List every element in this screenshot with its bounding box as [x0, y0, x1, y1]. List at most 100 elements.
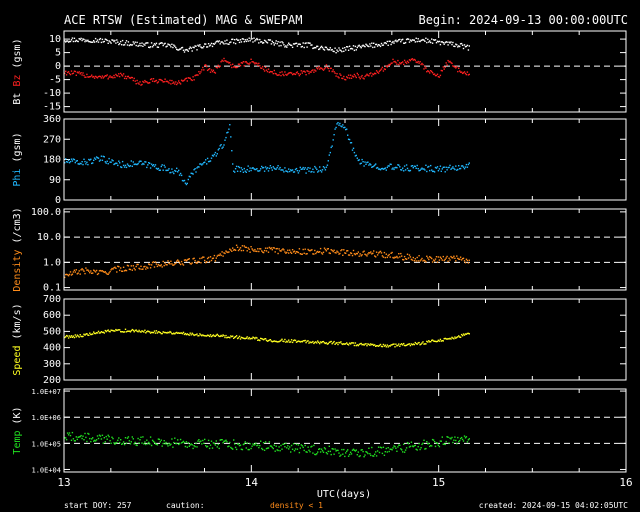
data-point: [64, 336, 66, 339]
data-point: [301, 341, 303, 343]
data-point: [271, 341, 273, 343]
data-point: [180, 79, 183, 81]
data-point: [246, 442, 248, 444]
data-point: [378, 451, 381, 454]
data-point: [464, 46, 467, 48]
data-point: [448, 257, 450, 259]
data-point: [467, 163, 470, 166]
data-point: [183, 259, 186, 261]
data-point: [90, 333, 92, 336]
data-point: [455, 439, 457, 442]
data-point: [331, 448, 333, 450]
data-point: [145, 161, 147, 163]
data-point: [397, 446, 399, 448]
data-point: [255, 39, 257, 41]
data-point: [347, 455, 350, 457]
data-point: [372, 252, 374, 254]
data-point: [309, 71, 311, 73]
data-point: [431, 261, 434, 263]
data-point: [114, 443, 116, 445]
data-point: [254, 40, 256, 42]
data-point: [252, 41, 254, 43]
data-point: [391, 344, 393, 346]
data-point: [343, 75, 345, 78]
data-point: [467, 262, 470, 264]
data-point: [434, 74, 437, 77]
data-point: [380, 168, 383, 170]
data-point: [121, 443, 123, 445]
data-point: [354, 450, 357, 452]
data-point: [133, 331, 135, 333]
data-point: [364, 75, 366, 78]
data-point: [203, 256, 205, 258]
data-point: [112, 268, 114, 270]
data-point: [161, 332, 163, 335]
data-point: [235, 165, 238, 168]
data-point: [352, 76, 355, 78]
data-point: [428, 442, 430, 445]
data-point: [208, 45, 211, 47]
data-point: [189, 46, 191, 48]
data-point: [363, 344, 365, 346]
data-point: [266, 167, 269, 169]
data-point: [91, 74, 93, 76]
data-point: [339, 252, 341, 255]
data-point: [460, 71, 463, 73]
data-point: [260, 337, 262, 340]
data-point: [83, 439, 85, 441]
data-point: [313, 47, 315, 49]
data-point: [300, 168, 302, 170]
data-point: [319, 48, 321, 50]
data-point: [350, 77, 353, 79]
data-point: [99, 159, 102, 161]
data-point: [418, 170, 420, 172]
data-point: [146, 439, 148, 441]
data-point: [393, 61, 395, 63]
data-point: [110, 42, 112, 44]
data-point: [447, 338, 449, 340]
data-point: [259, 65, 261, 67]
data-point: [211, 447, 214, 449]
data-point: [266, 42, 269, 44]
data-point: [424, 260, 426, 262]
data-point: [197, 440, 199, 442]
data-point: [288, 252, 290, 254]
data-point: [79, 435, 81, 438]
data-point: [236, 337, 239, 340]
data-point: [120, 166, 122, 168]
data-point: [214, 444, 217, 446]
data-point: [95, 332, 98, 334]
data-point: [412, 59, 414, 61]
data-point: [326, 453, 329, 455]
data-point: [185, 77, 188, 79]
data-point: [195, 171, 197, 173]
data-point: [352, 342, 355, 344]
data-point: [404, 258, 407, 260]
data-point: [262, 68, 265, 71]
data-point: [366, 345, 368, 347]
data-point: [209, 444, 212, 446]
data-point: [434, 340, 437, 343]
data-point: [453, 45, 455, 47]
data-point: [306, 168, 308, 170]
data-point: [99, 332, 102, 334]
data-point: [165, 441, 167, 444]
data-point: [160, 264, 162, 266]
data-point: [274, 168, 276, 170]
data-point: [169, 79, 171, 82]
data-point: [122, 441, 125, 443]
data-point: [208, 160, 211, 163]
data-point: [65, 273, 67, 276]
data-point: [371, 253, 373, 255]
data-point: [91, 438, 93, 440]
data-point: [197, 74, 199, 76]
data-point: [401, 449, 403, 451]
data-point: [321, 253, 324, 255]
data-point: [327, 49, 329, 51]
data-point: [406, 38, 409, 40]
data-point: [390, 448, 392, 450]
data-point: [155, 167, 158, 170]
data-point: [457, 436, 459, 439]
data-point: [121, 39, 124, 42]
data-point: [311, 170, 313, 173]
